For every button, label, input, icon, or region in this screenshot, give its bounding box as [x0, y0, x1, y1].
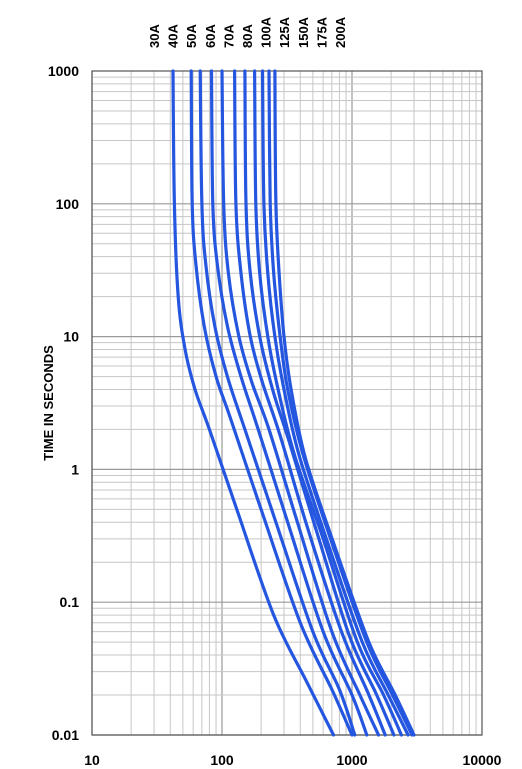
x-tick-label: 10: [84, 752, 100, 768]
y-axis-label: TIME IN SECONDS: [41, 345, 56, 461]
series-line-125a: [253, 69, 403, 737]
series-label-200a: 200A: [333, 16, 348, 48]
series-label-30a: 30A: [147, 24, 162, 48]
plot-frame: [91, 70, 483, 736]
series-label-70a: 70A: [221, 24, 236, 48]
series-label-40a: 40A: [166, 24, 181, 48]
y-tick-label: 0.1: [60, 594, 80, 610]
series-line-70a: [220, 69, 381, 737]
x-tick-label: 100: [210, 752, 234, 768]
series-line-50a: [198, 69, 357, 737]
series-labels: 30A 40A 50A 60A 70A 80A 100A 125A 150A 175A 200A: [147, 16, 348, 48]
y-tick-label: 100: [56, 196, 80, 212]
y-tick-label: 1: [71, 461, 79, 477]
series-line-100a: [243, 69, 396, 737]
y-tick-labels: 0.01 0.1 1 10 100 1000: [48, 63, 79, 743]
y-tick-label: 0.01: [52, 727, 79, 743]
series-label-150a: 150A: [296, 16, 311, 48]
series-line-200a: [273, 69, 416, 737]
x-tick-label: 10000: [463, 752, 502, 768]
x-tick-labels: 10 100 1000 10000: [84, 752, 501, 768]
series-line-175a: [267, 69, 414, 737]
series-line-150a: [260, 69, 410, 737]
y-tick-label: 10: [63, 329, 79, 345]
series-label-175a: 175A: [314, 16, 329, 48]
series-label-80a: 80A: [240, 24, 255, 48]
y-tick-label: 1000: [48, 63, 79, 79]
series-label-60a: 60A: [203, 24, 218, 48]
series-label-125a: 125A: [277, 16, 292, 48]
series-label-50a: 50A: [184, 24, 199, 48]
x-tick-label: 1000: [336, 752, 367, 768]
series-lines: [171, 69, 416, 737]
series-line-80a: [233, 69, 387, 737]
series-line-60a: [209, 69, 369, 737]
series-line-40a: [189, 69, 354, 737]
series-line-30a: [171, 69, 336, 737]
series-label-100a: 100A: [259, 16, 274, 48]
